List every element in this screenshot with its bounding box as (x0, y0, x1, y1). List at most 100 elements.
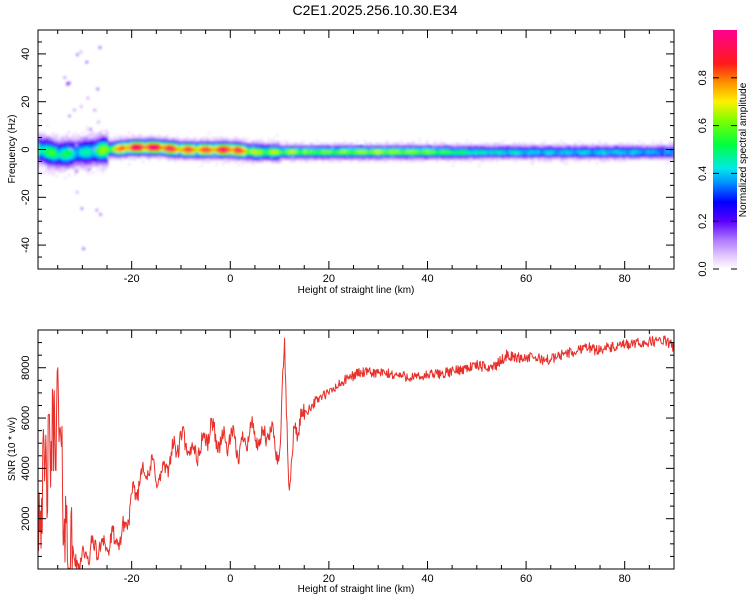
heatmap-cell (416, 152, 419, 156)
heatmap-cell (82, 141, 85, 144)
heatmap-cell (318, 145, 321, 148)
heatmap-cell (182, 155, 185, 159)
heatmap-cell (96, 142, 99, 145)
heatmap-cell (622, 149, 625, 153)
heatmap-cell (130, 143, 133, 147)
heatmap-cell (166, 144, 169, 148)
heatmap-cell (328, 145, 331, 148)
heatmap-cell (220, 148, 223, 152)
heatmap-cell (464, 159, 467, 163)
heatmap-cell (280, 152, 283, 156)
heatmap-cell (190, 141, 193, 144)
heatmap-cell (118, 152, 121, 155)
heatmap-cell (86, 167, 89, 170)
heatmap-cell (150, 148, 153, 152)
heatmap-cell (502, 154, 505, 158)
heatmap-cell (48, 143, 51, 147)
heatmap-cell (386, 157, 389, 160)
heatmap-cell (268, 145, 271, 149)
heatmap-cell (534, 154, 537, 158)
heatmap-cell (368, 147, 371, 151)
heatmap-cell (266, 153, 269, 156)
heatmap-cell (150, 155, 153, 159)
heatmap-cell (68, 149, 71, 153)
heatmap-cell (478, 145, 481, 148)
heatmap-cell (206, 157, 209, 161)
spectrogram-ytick-label: 40 (20, 48, 32, 60)
heatmap-cell (378, 145, 381, 148)
heatmap-cell (92, 159, 95, 163)
heatmap-cell (592, 152, 595, 156)
heatmap-cell (50, 168, 53, 171)
heatmap-cell (374, 159, 377, 163)
colorbar-tick-label: 0.6 (697, 118, 709, 133)
heatmap-cell (84, 136, 87, 139)
heatmap-cell (382, 159, 385, 163)
heatmap-cell (252, 155, 255, 158)
heatmap-cell (60, 155, 63, 159)
heatmap-cell (228, 143, 231, 147)
heatmap-cell (518, 145, 521, 148)
heatmap-cell (412, 145, 415, 148)
heatmap-cell (402, 145, 405, 148)
heatmap-cell (202, 160, 205, 164)
heatmap-cell (254, 143, 257, 147)
heatmap-cell (502, 157, 505, 160)
heatmap-cell (180, 155, 183, 159)
heatmap-cell (476, 149, 479, 153)
heatmap-cell (128, 143, 131, 147)
heatmap-cell (480, 154, 483, 158)
heatmap-cell (190, 153, 193, 156)
heatmap-cell (348, 152, 351, 156)
heatmap-cell (670, 145, 673, 148)
heatmap-cell (608, 147, 611, 151)
snr-ytick-label: 6000 (20, 406, 32, 430)
heatmap-cell (452, 164, 455, 168)
heatmap-cell (544, 145, 547, 148)
heatmap-cell (132, 148, 135, 152)
heatmap-cell (614, 145, 617, 148)
heatmap-cell (226, 157, 229, 161)
heatmap-cell (236, 144, 239, 147)
heatmap-cell (82, 162, 85, 166)
heatmap-cell (488, 154, 491, 158)
heatmap-cell (594, 154, 597, 158)
heatmap-cell (312, 149, 315, 153)
heatmap-cell (498, 154, 501, 158)
heatmap-cell (204, 141, 207, 144)
heatmap-cell (474, 149, 477, 153)
heatmap-cell (596, 157, 599, 160)
heatmap-cell (256, 148, 259, 152)
heatmap-cell (286, 149, 289, 153)
heatmap-cell (616, 145, 619, 148)
heatmap-cell (110, 138, 113, 142)
heatmap-cell (154, 153, 157, 156)
heatmap-cell (260, 141, 263, 144)
heatmap-cell (558, 145, 561, 148)
heatmap-cell (448, 157, 451, 160)
heatmap-cell (158, 136, 161, 140)
heatmap-cell (382, 154, 385, 158)
heatmap-cell (550, 157, 553, 160)
heatmap-cell (252, 143, 255, 146)
heatmap-cell (384, 147, 387, 151)
heatmap-cell (248, 154, 251, 158)
heatmap-cell (294, 152, 297, 156)
heatmap-cell (204, 145, 207, 149)
heatmap-cell (338, 149, 341, 153)
heatmap-cell (442, 152, 445, 156)
heatmap-cell (534, 147, 537, 151)
heatmap-cell (262, 150, 265, 154)
heatmap-cell (198, 145, 201, 149)
heatmap-cell (170, 154, 173, 158)
heatmap-cell (136, 143, 139, 147)
snr-ylabel: SNR (10 * v/v) (7, 417, 18, 481)
heatmap-cell (410, 147, 413, 151)
heatmap-cell (614, 159, 617, 163)
heatmap-cell (382, 147, 385, 151)
heatmap-cell (496, 152, 499, 156)
heatmap-cell (202, 143, 205, 147)
heatmap-cell (646, 149, 649, 153)
heatmap-cell (232, 138, 235, 142)
heatmap-cell (542, 159, 545, 163)
